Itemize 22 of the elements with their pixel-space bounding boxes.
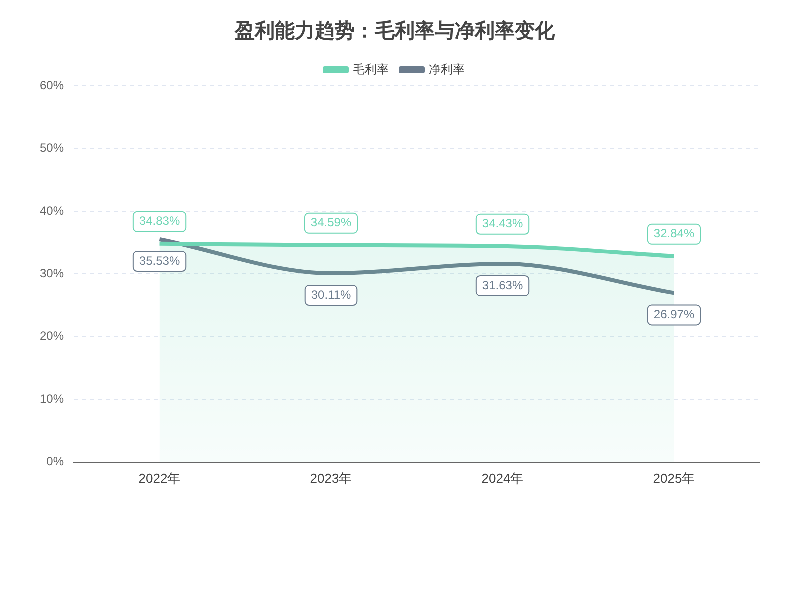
legend-label: 净利率 <box>429 62 465 76</box>
legend-label: 毛利率 <box>353 62 389 76</box>
data-label: 32.84% <box>654 226 695 241</box>
data-label: 26.97% <box>654 308 695 322</box>
x-tick-label: 2024年 <box>482 470 524 486</box>
data-label: 34.83% <box>139 214 180 228</box>
y-tick-label: 40% <box>40 204 64 218</box>
data-label: 34.43% <box>482 216 524 231</box>
y-tick-label: 10% <box>40 392 64 406</box>
data-label: 34.59% <box>310 216 352 230</box>
y-tick-label: 30% <box>40 266 64 281</box>
x-tick-label: 2025年 <box>653 470 696 486</box>
data-label: 35.53% <box>139 254 180 268</box>
data-label: 31.63% <box>482 278 524 292</box>
y-tick-label: 0% <box>46 454 64 469</box>
x-tick-label: 2022年 <box>138 470 181 486</box>
y-tick-label: 20% <box>40 329 64 344</box>
y-tick-label: 60% <box>40 78 64 92</box>
chart-title: 盈利能力趋势：毛利率与净利率变化 <box>234 20 556 43</box>
data-label: 30.11% <box>311 288 352 302</box>
y-tick-label: 50% <box>40 141 64 156</box>
x-tick-label: 2023年 <box>310 470 352 486</box>
